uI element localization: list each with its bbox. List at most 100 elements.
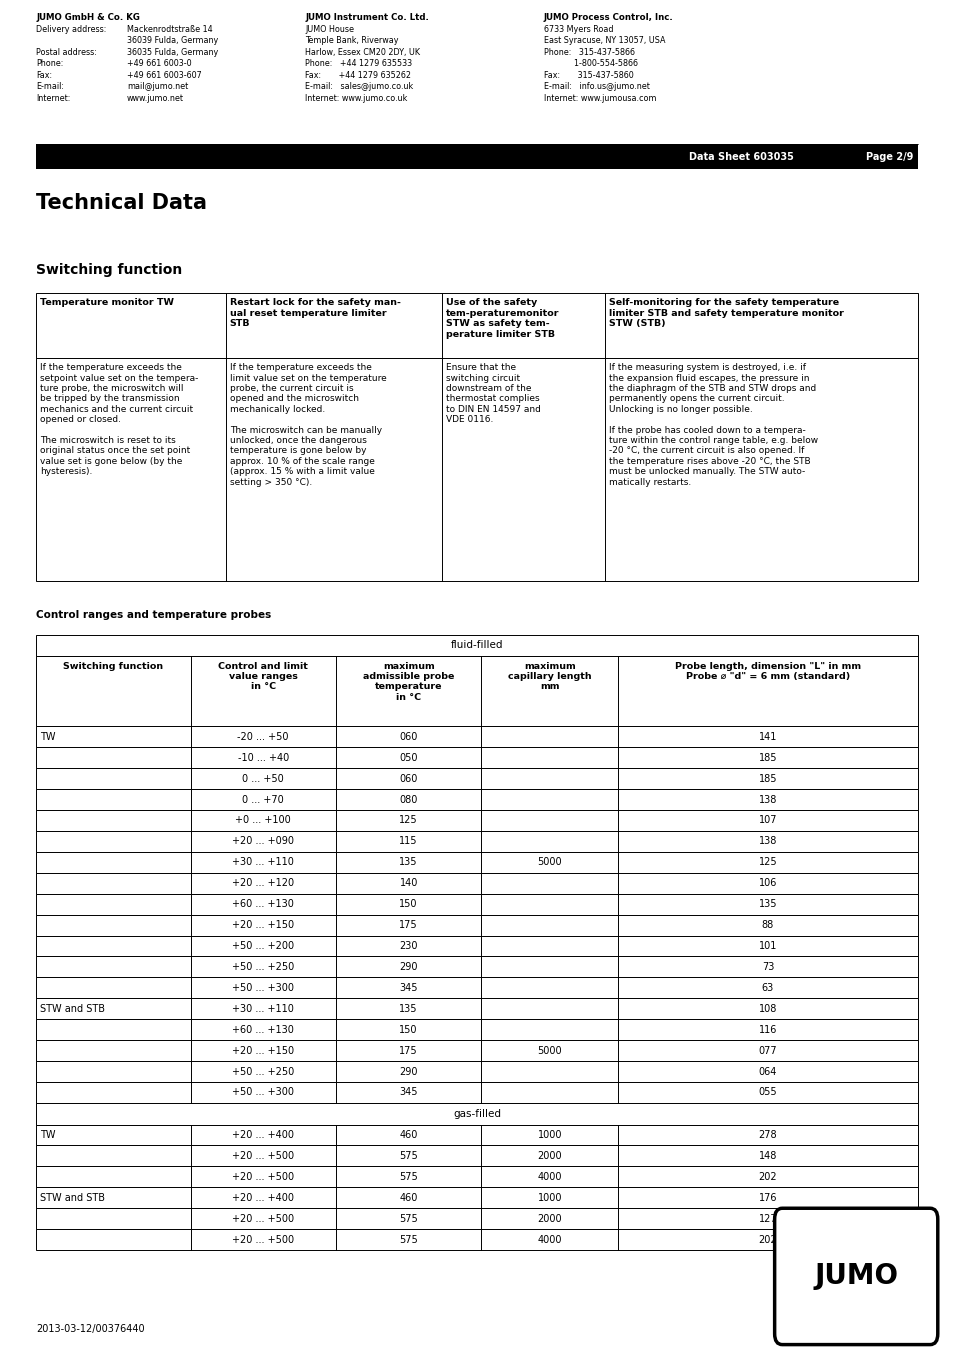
Text: +0 ... +100: +0 ... +100 <box>235 815 291 825</box>
Text: JUMO: JUMO <box>813 1262 898 1291</box>
Text: maximum
admissible probe
temperature
in °C: maximum admissible probe temperature in … <box>362 662 454 702</box>
Text: Ensure that the
switching circuit
downstream of the
thermostat complies
to DIN E: Ensure that the switching circuit downst… <box>445 363 539 424</box>
Text: Control ranges and temperature probes: Control ranges and temperature probes <box>36 610 272 620</box>
Text: +30 ... +110: +30 ... +110 <box>233 1004 294 1014</box>
Text: Fax:       +44 1279 635262: Fax: +44 1279 635262 <box>305 72 411 80</box>
Text: Internet:: Internet: <box>36 95 71 103</box>
Text: fluid-filled: fluid-filled <box>450 640 503 651</box>
Bar <box>36 852 917 873</box>
Text: 73: 73 <box>760 963 773 972</box>
Bar <box>36 768 917 790</box>
Text: Internet: www.jumousa.com: Internet: www.jumousa.com <box>543 95 656 103</box>
Text: Fax:       315-437-5860: Fax: 315-437-5860 <box>543 72 633 80</box>
Bar <box>36 358 917 580</box>
Text: 1-800-554-5866: 1-800-554-5866 <box>543 59 638 69</box>
Text: 125: 125 <box>758 857 777 867</box>
Text: 108: 108 <box>758 1004 777 1014</box>
Text: 140: 140 <box>399 879 417 888</box>
Text: 185: 185 <box>758 753 777 763</box>
Text: Probe length, dimension "L" in mm
Probe ⌀ "d" = 6 mm (standard): Probe length, dimension "L" in mm Probe … <box>674 662 860 680</box>
Text: 135: 135 <box>758 899 777 909</box>
Bar <box>36 894 917 915</box>
Text: 36039 Fulda, Germany: 36039 Fulda, Germany <box>127 36 218 46</box>
Text: Data Sheet 603035: Data Sheet 603035 <box>688 151 793 162</box>
Text: 575: 575 <box>399 1152 417 1161</box>
Bar <box>36 1061 917 1083</box>
Bar <box>36 1083 917 1103</box>
Text: 202: 202 <box>758 1172 777 1181</box>
Text: 345: 345 <box>399 983 417 992</box>
FancyBboxPatch shape <box>774 1208 937 1345</box>
Text: 4000: 4000 <box>537 1172 561 1181</box>
Text: Temperature monitor TW: Temperature monitor TW <box>40 298 173 308</box>
Text: 115: 115 <box>399 837 417 846</box>
Text: Phone:: Phone: <box>36 59 64 69</box>
Text: 1000: 1000 <box>537 1130 561 1139</box>
Bar <box>36 957 917 977</box>
Bar <box>36 790 917 810</box>
Text: 175: 175 <box>399 921 417 930</box>
Text: E-mail:   info.us@jumo.net: E-mail: info.us@jumo.net <box>543 82 649 92</box>
Text: +49 661 6003-607: +49 661 6003-607 <box>127 72 201 80</box>
Bar <box>36 1166 917 1188</box>
Text: -20 ... +50: -20 ... +50 <box>237 732 289 741</box>
Text: 2000: 2000 <box>537 1214 561 1223</box>
Text: 4000: 4000 <box>537 1235 561 1245</box>
Text: Control and limit
value ranges
in °C: Control and limit value ranges in °C <box>218 662 308 691</box>
Text: Use of the safety
tem-peraturemonitor
STW as safety tem-
perature limiter STB: Use of the safety tem-peraturemonitor ST… <box>445 298 558 339</box>
Text: +20 ... +090: +20 ... +090 <box>232 837 294 846</box>
Text: 135: 135 <box>399 857 417 867</box>
Text: E-mail:   sales@jumo.co.uk: E-mail: sales@jumo.co.uk <box>305 82 413 92</box>
Text: 106: 106 <box>758 879 777 888</box>
Text: 135: 135 <box>399 1004 417 1014</box>
Text: 36035 Fulda, Germany: 36035 Fulda, Germany <box>127 47 218 57</box>
Text: 127: 127 <box>758 1214 777 1223</box>
Text: +20 ... +120: +20 ... +120 <box>232 879 294 888</box>
Text: Switching function: Switching function <box>63 662 163 671</box>
Text: 176: 176 <box>758 1193 777 1203</box>
Text: 6733 Myers Road: 6733 Myers Road <box>543 24 613 34</box>
Text: 0 ... +50: 0 ... +50 <box>242 774 284 783</box>
Text: If the temperature exceeds the
limit value set on the temperature
probe, the cur: If the temperature exceeds the limit val… <box>230 363 386 486</box>
Text: 125: 125 <box>399 815 417 825</box>
Text: 460: 460 <box>399 1193 417 1203</box>
Text: East Syracuse, NY 13057, USA: East Syracuse, NY 13057, USA <box>543 36 664 46</box>
Text: Fax:: Fax: <box>36 72 52 80</box>
Text: +50 ... +250: +50 ... +250 <box>232 1066 294 1076</box>
Text: 230: 230 <box>399 941 417 950</box>
Text: +50 ... +250: +50 ... +250 <box>232 963 294 972</box>
Bar <box>36 1230 917 1250</box>
Bar <box>36 144 917 169</box>
Text: STW and STB: STW and STB <box>40 1004 105 1014</box>
Text: Mackenrodtstraße 14: Mackenrodtstraße 14 <box>127 24 213 34</box>
Text: JUMO House: JUMO House <box>305 24 354 34</box>
Text: +50 ... +300: +50 ... +300 <box>232 983 294 992</box>
Text: +20 ... +150: +20 ... +150 <box>232 1046 294 1056</box>
Text: 060: 060 <box>399 774 417 783</box>
Text: 101: 101 <box>758 941 777 950</box>
Text: Self-monitoring for the safety temperature
limiter STB and safety temperature mo: Self-monitoring for the safety temperatu… <box>608 298 842 328</box>
Text: +60 ... +130: +60 ... +130 <box>233 899 294 909</box>
Bar <box>36 1041 917 1061</box>
Bar <box>36 1019 917 1041</box>
Text: If the measuring system is destroyed, i.e. if
the expansion fluid escapes, the p: If the measuring system is destroyed, i.… <box>608 363 817 486</box>
Bar <box>36 1125 917 1146</box>
Text: 290: 290 <box>399 963 417 972</box>
Bar <box>36 1103 917 1125</box>
Bar <box>36 656 917 726</box>
Text: 0 ... +70: 0 ... +70 <box>242 795 284 805</box>
Text: 278: 278 <box>758 1130 777 1139</box>
Text: 345: 345 <box>399 1088 417 1098</box>
Text: +60 ... +130: +60 ... +130 <box>233 1025 294 1034</box>
Text: +30 ... +110: +30 ... +110 <box>233 857 294 867</box>
Bar <box>36 634 917 656</box>
Text: +50 ... +200: +50 ... +200 <box>232 941 294 950</box>
Text: maximum
capillary length
mm: maximum capillary length mm <box>507 662 591 691</box>
Text: 060: 060 <box>399 732 417 741</box>
Text: 055: 055 <box>758 1088 777 1098</box>
Text: Page 2/9: Page 2/9 <box>864 151 912 162</box>
Text: 150: 150 <box>399 899 417 909</box>
Text: STW and STB: STW and STB <box>40 1193 105 1203</box>
Text: JUMO GmbH & Co. KG: JUMO GmbH & Co. KG <box>36 14 140 23</box>
Text: +20 ... +500: +20 ... +500 <box>232 1172 294 1181</box>
